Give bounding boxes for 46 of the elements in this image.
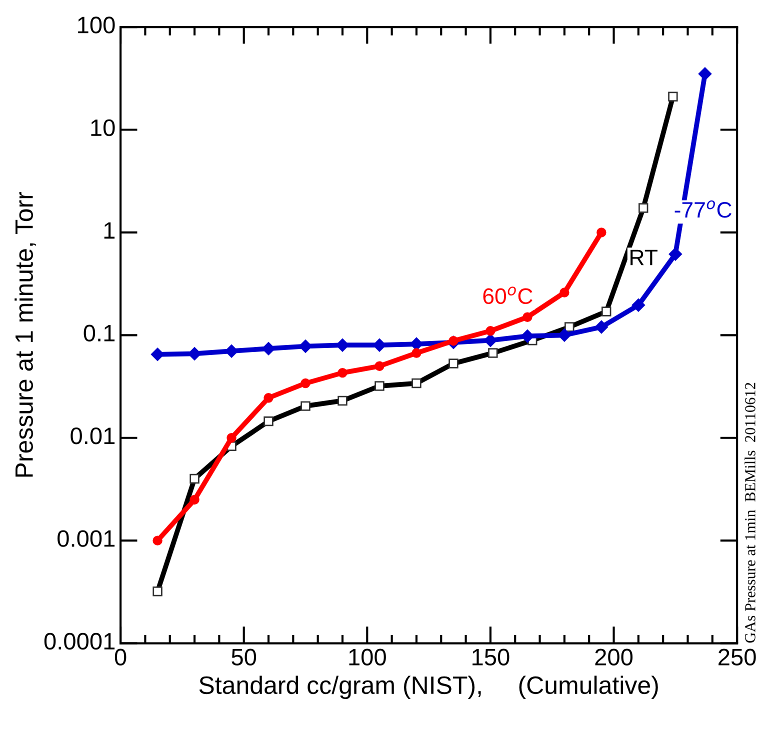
y-tick-label: 1 xyxy=(104,222,115,239)
point xyxy=(594,320,608,334)
point xyxy=(522,312,532,322)
x-tick-label: 0 xyxy=(114,648,126,666)
x-axis-title: Standard cc/gram (NIST), (Cumulative) xyxy=(199,676,658,700)
x-tick-label: 200 xyxy=(595,648,633,666)
y-tick-label: 0.0001 xyxy=(44,632,115,650)
y-tick-label: 100 xyxy=(78,16,115,34)
x-tick-label: 150 xyxy=(472,648,510,666)
point xyxy=(224,344,238,358)
point xyxy=(372,338,386,352)
point xyxy=(374,361,384,371)
point xyxy=(226,433,236,443)
point xyxy=(150,348,164,361)
point xyxy=(338,368,348,378)
series-label: -77$^{o}$C xyxy=(674,200,732,218)
text: GAs Pressure at 1min BEMills 20110612 xyxy=(744,382,756,643)
point xyxy=(596,228,606,238)
point xyxy=(336,338,350,352)
series-label: 60$^{o}$C xyxy=(483,286,532,304)
point xyxy=(668,248,682,261)
point xyxy=(152,536,162,546)
series-label: RT xyxy=(630,250,658,266)
point xyxy=(410,337,424,351)
y-tick-label: 0.001 xyxy=(58,530,115,547)
point xyxy=(698,67,712,80)
point xyxy=(300,378,310,388)
point xyxy=(262,342,276,356)
point xyxy=(632,298,646,312)
y-axis-title: Pressure at 1 minute, Torr xyxy=(14,192,36,477)
x-tick-label: 50 xyxy=(232,648,256,666)
point xyxy=(298,340,312,353)
point xyxy=(412,348,422,358)
point xyxy=(520,329,534,343)
point xyxy=(448,336,458,346)
point xyxy=(264,393,274,403)
y-tick-label: 0.1 xyxy=(84,324,115,342)
y-tick-label: 0.01 xyxy=(70,427,115,444)
point xyxy=(558,328,572,342)
y-tick-label: 10 xyxy=(91,119,115,136)
point xyxy=(486,326,496,336)
x-tick-label: 100 xyxy=(349,648,386,666)
point xyxy=(190,494,200,505)
point xyxy=(560,288,570,298)
x-tick-label: 250 xyxy=(718,648,756,666)
point xyxy=(484,334,498,347)
